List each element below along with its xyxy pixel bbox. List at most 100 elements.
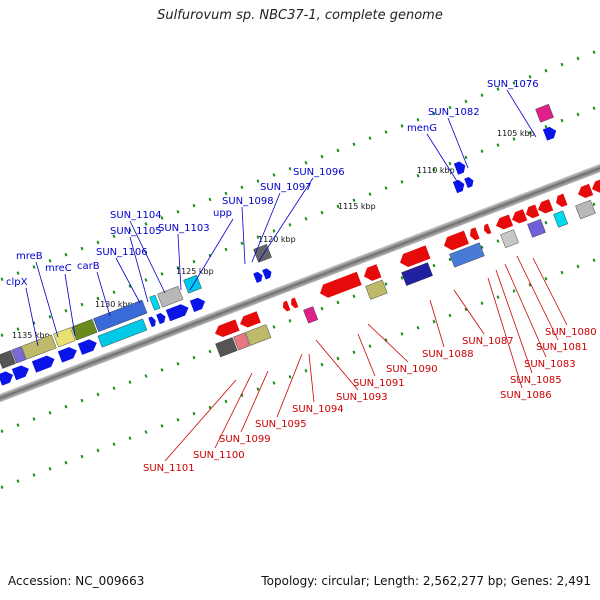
tick-mark [400, 276, 404, 280]
reverse-leader-line [367, 323, 409, 363]
tick-mark [192, 411, 196, 416]
tick-mark [128, 436, 132, 440]
tick-mark [272, 381, 276, 385]
reverse-leader-line [164, 379, 237, 462]
forward-gene [11, 365, 29, 381]
tick-mark [288, 223, 292, 227]
forward-gene-label: SUN_1105 [110, 226, 162, 237]
forward-leader-line [447, 117, 469, 169]
tick-mark [496, 239, 500, 243]
reverse-gene [215, 337, 238, 358]
forward-leader-line [64, 273, 76, 337]
tick-mark [320, 210, 324, 215]
tick-mark [256, 179, 260, 183]
tick-mark [80, 246, 84, 251]
tick-mark [240, 185, 244, 189]
tick-mark [192, 355, 196, 360]
tick-mark [224, 247, 228, 252]
tick-mark [176, 418, 180, 422]
tick-mark [304, 160, 308, 165]
reverse-gene-label: SUN_1086 [500, 390, 552, 401]
reverse-gene-label: SUN_1080 [545, 327, 597, 338]
forward-leader-line [251, 192, 281, 263]
tick-mark [304, 368, 308, 373]
tick-mark [256, 387, 260, 391]
tick-mark [160, 424, 164, 428]
reverse-gene-label: SUN_1101 [143, 463, 195, 474]
tick-mark [512, 289, 516, 293]
tick-mark [448, 161, 452, 166]
forward-gene [253, 271, 263, 283]
reverse-gene [320, 271, 362, 298]
tick-mark [528, 131, 532, 135]
forward-leader-line [129, 220, 166, 294]
tick-mark [96, 448, 100, 453]
forward-gene [156, 313, 166, 325]
tick-mark [144, 430, 148, 434]
tick-mark [384, 338, 388, 342]
tick-mark [256, 235, 260, 239]
forward-gene [157, 285, 184, 308]
reverse-gene-label: SUN_1088 [422, 349, 474, 360]
tick-mark [448, 257, 452, 262]
forward-gene [93, 299, 148, 332]
tick-mark [160, 368, 164, 372]
scale-tick-label: 1115 kbp [338, 202, 376, 211]
tick-mark [576, 56, 580, 61]
tick-mark [32, 473, 36, 477]
reverse-gene [575, 199, 596, 220]
tick-mark [416, 118, 420, 122]
forward-gene [183, 274, 202, 294]
reverse-gene [578, 183, 594, 199]
tick-mark [592, 202, 596, 207]
forward-gene-label: SUN_1096 [293, 167, 345, 178]
forward-gene [453, 161, 466, 175]
forward-gene [31, 355, 55, 373]
tick-mark [528, 283, 532, 287]
tick-mark [304, 216, 308, 221]
tick-mark [496, 87, 500, 91]
tick-mark [464, 99, 468, 104]
forward-gene-label: menG [407, 123, 437, 134]
tick-mark [208, 197, 212, 202]
scale-tick-label: 1110 kbp [417, 166, 455, 175]
map-title: Sulfurovum sp. NBC37-1, complete genome [157, 8, 443, 23]
tick-mark [128, 284, 132, 288]
scale-tick-label: 1125 kbp [176, 267, 214, 276]
reverse-gene-label: SUN_1094 [292, 404, 344, 415]
tick-mark [16, 479, 20, 483]
tick-mark [416, 174, 420, 178]
tick-mark [288, 375, 292, 379]
tick-mark [64, 308, 68, 313]
forward-gene-label: SUN_1104 [110, 210, 162, 221]
tick-mark [368, 136, 372, 140]
tick-mark [480, 301, 484, 305]
reverse-leader-line [276, 353, 303, 418]
tick-mark [560, 118, 564, 123]
forward-gene-label: SUN_1106 [96, 247, 148, 258]
forward-gene-label: SUN_1082 [428, 107, 480, 118]
forward-gene [253, 244, 272, 263]
forward-gene [535, 103, 554, 123]
forward-gene-label: carB [77, 261, 100, 272]
scale-tick-label: 1135 kbp [12, 331, 50, 340]
tick-mark [352, 350, 356, 355]
tick-mark [112, 442, 116, 447]
tick-mark [336, 148, 340, 153]
reverse-gene [283, 300, 291, 312]
forward-leader-line [35, 261, 59, 338]
tick-mark [432, 319, 436, 324]
tick-mark [336, 204, 340, 209]
reverse-leader-line [315, 339, 359, 391]
tick-mark [464, 307, 468, 312]
forward-gene-label: SUN_1103 [158, 223, 210, 234]
forward-gene [464, 176, 474, 189]
tick-mark [288, 319, 292, 323]
scale-tick-label: 1105 kbp [497, 129, 535, 138]
reverse-gene [512, 209, 528, 224]
forward-gene [21, 334, 57, 360]
tick-mark [0, 277, 4, 281]
tick-mark [368, 192, 372, 196]
reverse-leader-line [453, 289, 485, 335]
reverse-gene [303, 306, 319, 324]
